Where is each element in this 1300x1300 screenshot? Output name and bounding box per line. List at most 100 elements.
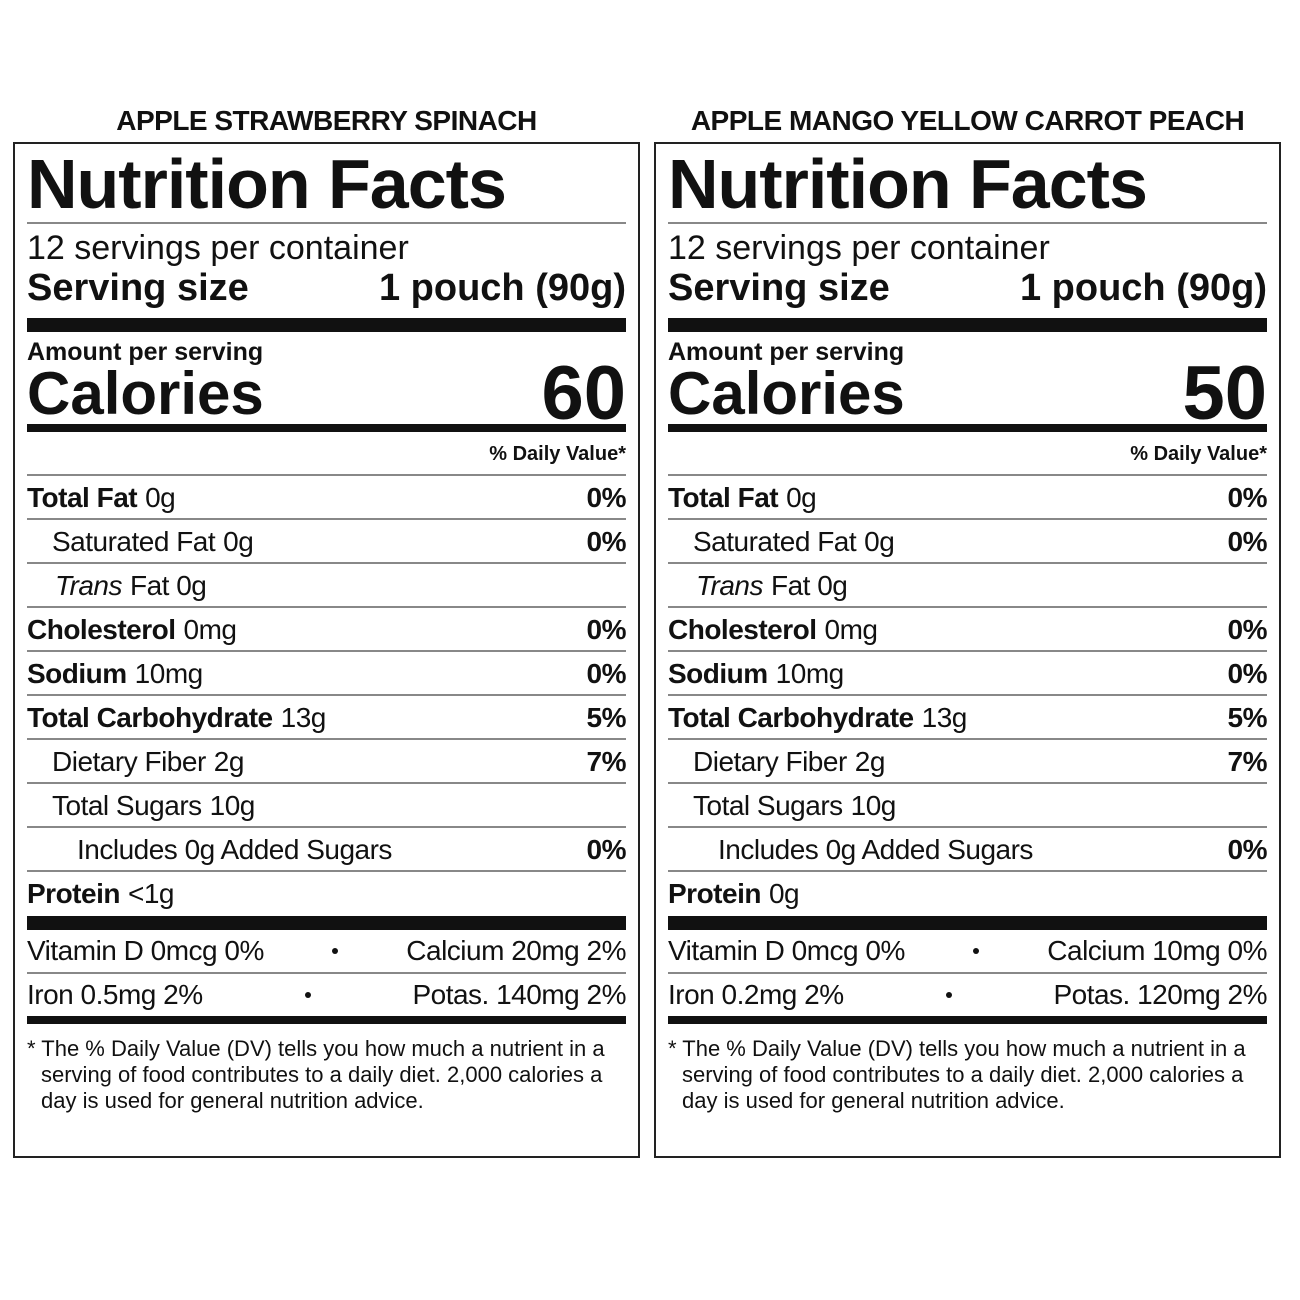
nutrient-name: Total Fat bbox=[27, 482, 138, 513]
nutrient: Includes 0g Added Sugars bbox=[718, 828, 1033, 870]
nutrient-amount: 0mg bbox=[824, 614, 878, 645]
mineral: Vitamin D 0mcg 0% bbox=[27, 935, 264, 966]
mineral-row: Iron 0.5mg 2% Potas. 140mg 2% bbox=[27, 974, 626, 1016]
mineral: Calcium 20mg 2% bbox=[406, 935, 626, 966]
nutrient-row: Total Carbohydrate 13g 5% bbox=[668, 696, 1268, 740]
nutrient: Total Sugars 10g bbox=[52, 784, 255, 826]
nutrient: Sodium 10mg bbox=[668, 652, 844, 694]
product-name: APPLE STRAWBERRY SPINACH bbox=[116, 105, 537, 136]
servings: 12 servings per container bbox=[27, 229, 409, 267]
nutrient-amount: 0mg bbox=[183, 614, 237, 645]
nutrient-amount: <1g bbox=[127, 878, 175, 909]
nutrient-amount: Fat 0g bbox=[130, 570, 207, 601]
separator-dot bbox=[304, 992, 311, 998]
calories-label: Calories bbox=[27, 359, 264, 427]
nutrition-label: APPLE MANGO YELLOW CARROT PEACH Nutrition… bbox=[654, 100, 1281, 1158]
nutrient-row: Protein 0g bbox=[668, 872, 1267, 916]
nutrient-row: Protein <1g bbox=[27, 872, 626, 916]
servings: 12 servings per container bbox=[668, 229, 1050, 267]
nutrient-amount: 0g bbox=[864, 526, 895, 557]
nutrient-name: Sodium bbox=[668, 658, 768, 689]
nutrient-amount: 10mg bbox=[775, 658, 845, 689]
mineral: Iron 0.2mg 2% bbox=[668, 979, 844, 1010]
daily-value: 5% bbox=[586, 702, 627, 733]
nutrient: Sodium 10mg bbox=[27, 652, 203, 694]
thick-rule bbox=[27, 916, 626, 930]
nutrient-name: Protein bbox=[668, 878, 761, 909]
footnote: * The % Daily Value (DV) tells you how m… bbox=[27, 1036, 605, 1113]
daily-value: 0% bbox=[586, 482, 627, 513]
mineral: Potas. 140mg 2% bbox=[412, 979, 626, 1010]
nutrient-row: Includes 0g Added Sugars 0% bbox=[668, 828, 1268, 872]
medium-rule bbox=[668, 424, 1267, 432]
nutrient-row: Sodium 10mg 0% bbox=[27, 652, 627, 696]
nutrient: Total Sugars 10g bbox=[693, 784, 896, 826]
nutrient: Protein <1g bbox=[27, 872, 174, 916]
medium-rule bbox=[668, 1016, 1267, 1024]
nutrient: Saturated Fat 0g bbox=[52, 520, 254, 562]
nutrient: Total Carbohydrate 13g bbox=[27, 696, 326, 738]
nutrient-name: Trans bbox=[696, 570, 764, 601]
nutrient-name: Cholesterol bbox=[668, 614, 817, 645]
nutrient-amount: 0g bbox=[223, 526, 254, 557]
mineral-row: Iron 0.2mg 2% Potas. 120mg 2% bbox=[668, 974, 1267, 1016]
nutrient-name: Includes 0g Added Sugars bbox=[77, 834, 392, 865]
nutrient-row: Trans Fat 0g bbox=[668, 564, 1267, 608]
nutrient-row: Total Sugars 10g bbox=[27, 784, 626, 828]
nutrient-row: Saturated Fat 0g 0% bbox=[668, 520, 1268, 564]
daily-value: 0% bbox=[586, 834, 627, 865]
daily-value: 0% bbox=[1227, 658, 1268, 689]
nutrient-amount: 0g bbox=[768, 878, 800, 909]
mineral-row: Vitamin D 0mcg 0% Calcium 20mg 2% bbox=[27, 930, 626, 974]
nutrient: Trans Fat 0g bbox=[696, 564, 848, 606]
thick-rule bbox=[27, 318, 626, 332]
nutrient-amount: 0g bbox=[145, 482, 176, 513]
nutrient-name: Total Carbohydrate bbox=[668, 702, 914, 733]
nutrient-row: Total Fat 0g 0% bbox=[668, 476, 1268, 520]
nutrient-amount: 2g bbox=[213, 746, 245, 777]
daily-value: 0% bbox=[1227, 834, 1268, 865]
separator-dot bbox=[973, 948, 980, 954]
medium-rule bbox=[27, 424, 626, 432]
daily-value: 0% bbox=[1227, 526, 1268, 557]
nutrient: Dietary Fiber 2g bbox=[693, 740, 885, 782]
nutrient: Saturated Fat 0g bbox=[693, 520, 895, 562]
nutrient-name: Dietary Fiber bbox=[693, 746, 847, 777]
nutrient-row: Total Fat 0g 0% bbox=[27, 476, 627, 520]
serving-size-label: Serving size bbox=[27, 267, 249, 309]
nutrient-row: Cholesterol 0mg 0% bbox=[27, 608, 627, 652]
separator-dot bbox=[332, 948, 339, 954]
daily-value-header: % Daily Value* bbox=[668, 432, 1267, 476]
nutrient-name: Cholesterol bbox=[27, 614, 176, 645]
nutrient-amount: 10g bbox=[850, 790, 897, 821]
nutrient-amount: 2g bbox=[854, 746, 886, 777]
nutrient: Cholesterol 0mg bbox=[27, 608, 237, 650]
nutrient-row: Trans Fat 0g bbox=[27, 564, 626, 608]
nutrient-name: Protein bbox=[27, 878, 120, 909]
nutrient-row: Sodium 10mg 0% bbox=[668, 652, 1268, 696]
nutrient-row: Includes 0g Added Sugars 0% bbox=[27, 828, 627, 872]
footnote: * The % Daily Value (DV) tells you how m… bbox=[668, 1036, 1246, 1113]
calories-label: Calories bbox=[668, 359, 905, 427]
serving-size-value: 1 pouch (90g) bbox=[378, 267, 626, 309]
nutrient-amount: 0g bbox=[786, 482, 817, 513]
nutrient-name: Dietary Fiber bbox=[52, 746, 206, 777]
nutrition-label: APPLE STRAWBERRY SPINACH Nutrition Facts 1… bbox=[13, 100, 640, 1158]
nutrient: Dietary Fiber 2g bbox=[52, 740, 244, 782]
nutrient-name: Includes 0g Added Sugars bbox=[718, 834, 1033, 865]
nutrient: Total Fat 0g bbox=[27, 476, 176, 518]
amount-per-serving: Amount per serving bbox=[27, 338, 264, 366]
serving-size-label: Serving size bbox=[668, 267, 890, 309]
nutrient-row: Total Carbohydrate 13g 5% bbox=[27, 696, 627, 740]
serving-size: Serving size 1 pouch (90g) bbox=[668, 268, 1267, 312]
label-title: Nutrition Facts bbox=[668, 144, 1267, 224]
nutrient-name: Total Sugars bbox=[693, 790, 843, 821]
daily-value: 7% bbox=[586, 746, 627, 777]
serving-size: Serving size 1 pouch (90g) bbox=[27, 268, 626, 312]
mineral: Calcium 10mg 0% bbox=[1047, 935, 1267, 966]
calories-value: 60 bbox=[541, 350, 626, 436]
label-title: Nutrition Facts bbox=[27, 144, 626, 224]
nutrient-amount: 13g bbox=[921, 702, 968, 733]
nutrient-row: Cholesterol 0mg 0% bbox=[668, 608, 1268, 652]
